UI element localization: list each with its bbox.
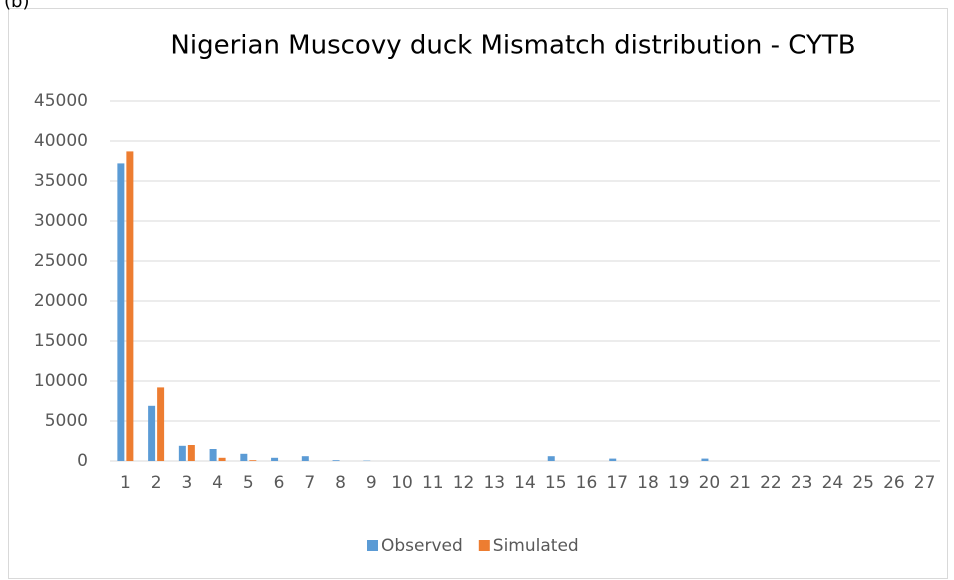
bar	[249, 460, 257, 461]
x-tick-label: 20	[699, 473, 721, 493]
y-tick-label: 20000	[34, 291, 88, 311]
chart-border	[8, 8, 948, 579]
bar	[609, 458, 617, 461]
x-tick-label: 14	[514, 473, 536, 493]
x-tick-label: 9	[366, 473, 377, 493]
y-tick-label: 35000	[34, 171, 88, 191]
x-tick-label: 18	[637, 473, 659, 493]
x-tick-label: 24	[822, 473, 844, 493]
x-tick-label: 17	[606, 473, 628, 493]
x-tick-label: 5	[243, 473, 254, 493]
legend-swatch	[478, 540, 490, 551]
bar	[178, 445, 186, 461]
x-tick-label: 2	[151, 473, 162, 493]
x-tick-label: 8	[335, 473, 346, 493]
x-tick-label: 6	[274, 473, 285, 493]
bar	[218, 457, 226, 461]
legend-label: Observed	[381, 536, 463, 556]
bar	[547, 456, 555, 461]
x-tick-label: 22	[760, 473, 782, 493]
x-tick-label: 4	[212, 473, 223, 493]
x-tick-label: 26	[883, 473, 905, 493]
x-tick-label: 19	[668, 473, 690, 493]
legend-label: Simulated	[493, 536, 579, 556]
y-tick-label: 25000	[34, 251, 88, 271]
y-tick-label: 30000	[34, 211, 88, 231]
x-tick-label: 23	[791, 473, 813, 493]
x-tick-label: 15	[545, 473, 567, 493]
y-tick-label: 40000	[34, 131, 88, 151]
bar	[117, 163, 125, 461]
bar	[271, 457, 279, 461]
bar	[209, 449, 217, 461]
x-tick-label: 16	[576, 473, 598, 493]
bar	[701, 458, 709, 461]
x-tick-label: 3	[181, 473, 192, 493]
bar	[301, 456, 309, 461]
bar	[126, 151, 134, 461]
x-tick-label: 7	[304, 473, 315, 493]
bar	[240, 453, 248, 461]
legend-swatch	[367, 540, 378, 551]
bar	[148, 405, 156, 461]
bar	[157, 387, 165, 461]
x-tick-label: 10	[391, 473, 413, 493]
chart-title: Nigerian Muscovy duck Mismatch distribut…	[170, 31, 855, 61]
bar	[187, 445, 195, 461]
x-tick-label: 1	[120, 473, 131, 493]
x-tick-label: 11	[422, 473, 444, 493]
panel-label: (b)	[4, 0, 29, 12]
bar	[332, 460, 340, 461]
y-tick-label: 10000	[34, 371, 88, 391]
y-tick-label: 15000	[34, 331, 88, 351]
x-tick-label: 21	[729, 473, 751, 493]
x-tick-label: 27	[914, 473, 936, 493]
x-tick-label: 13	[483, 473, 505, 493]
y-tick-label: 45000	[34, 91, 88, 111]
y-tick-label: 5000	[45, 411, 88, 431]
x-tick-label: 12	[453, 473, 475, 493]
y-tick-label: 0	[77, 451, 88, 471]
x-tick-label: 25	[852, 473, 874, 493]
